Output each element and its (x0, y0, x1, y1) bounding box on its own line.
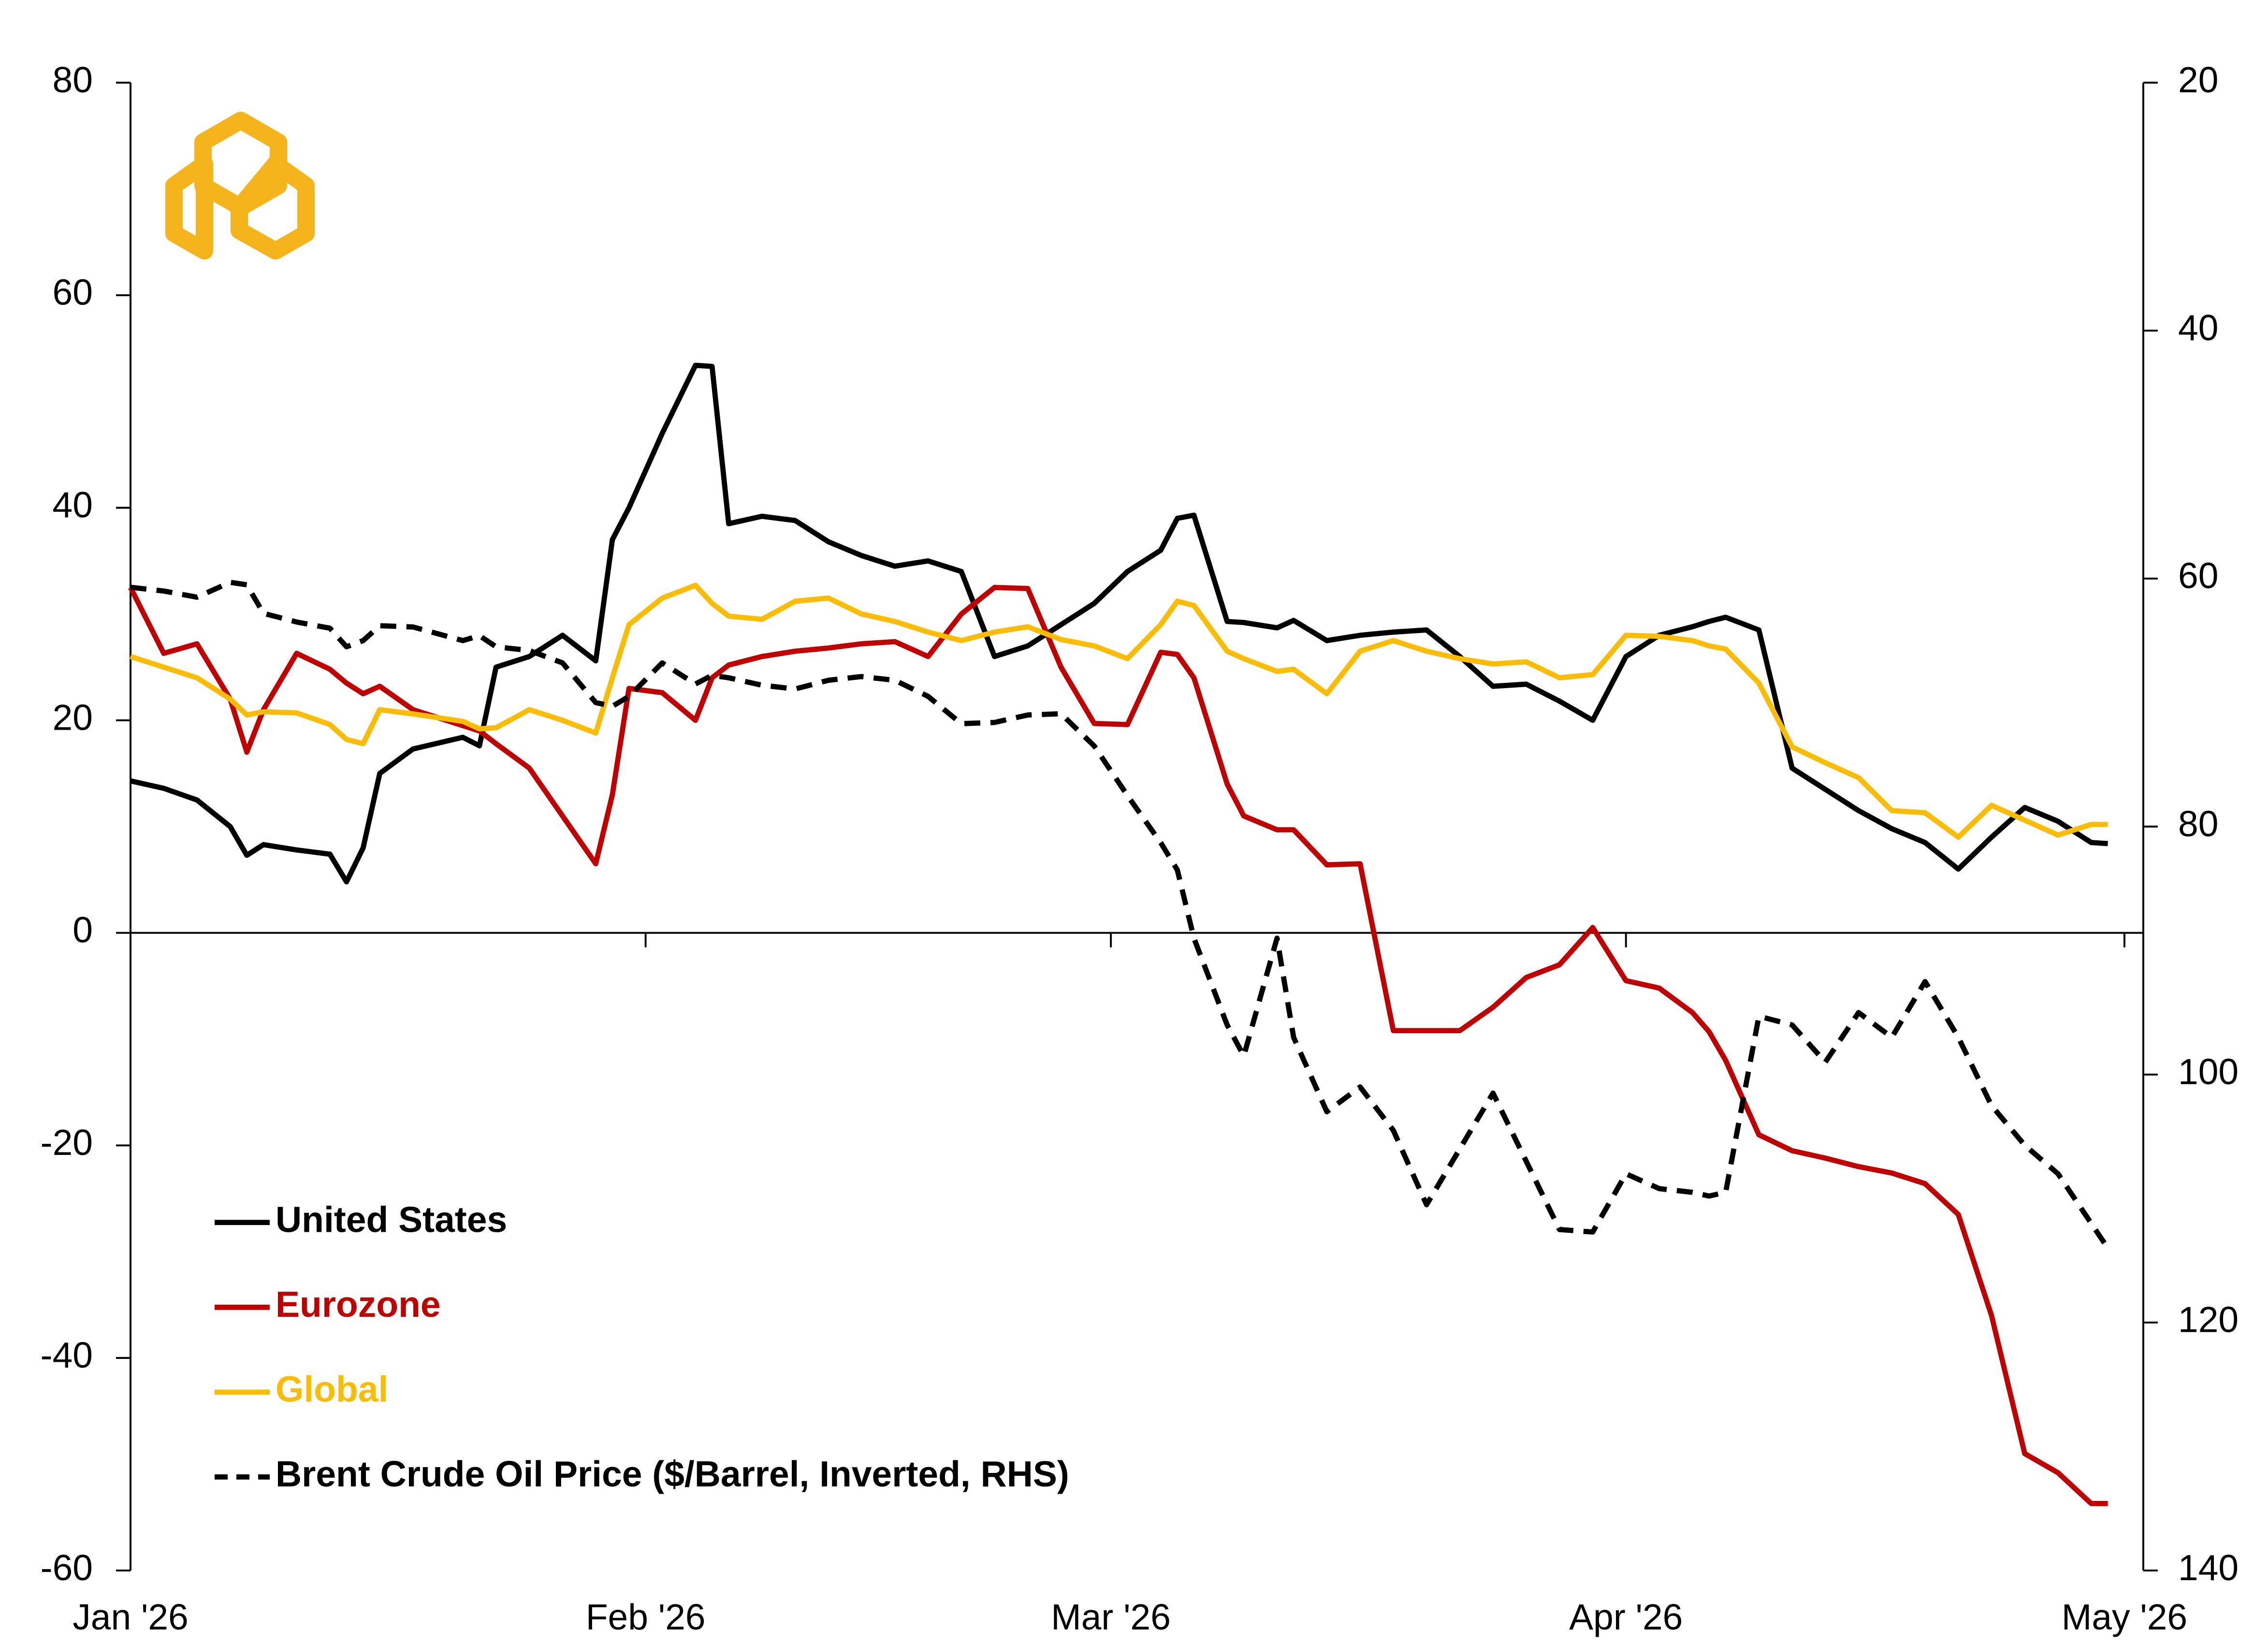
y2-tick-label: 60 (2178, 555, 2218, 596)
x-tick-label: Feb '26 (586, 1597, 706, 1637)
y2-tick-label: 100 (2178, 1051, 2239, 1092)
y2-tick-label: 80 (2178, 803, 2218, 844)
series-line (130, 582, 2108, 840)
legend-label: Brent Crude Oil Price ($/Barrel, Inverte… (276, 1454, 1069, 1494)
legend-label: Global (276, 1369, 388, 1410)
y-tick-label: 80 (53, 59, 93, 100)
y-tick-label: 60 (53, 272, 93, 313)
y2-tick-label: 40 (2178, 307, 2218, 348)
y-tick-label: 0 (73, 909, 93, 950)
y2-tick-label: 140 (2178, 1547, 2239, 1588)
legend-label: United States (276, 1199, 507, 1240)
y-tick-label: 40 (53, 485, 93, 525)
y2-tick-label: 120 (2178, 1299, 2239, 1340)
y-tick-label: -20 (41, 1122, 93, 1163)
x-tick-label: Mar '26 (1051, 1597, 1171, 1637)
y-tick-label: -60 (41, 1547, 93, 1588)
x-tick-label: Jan '26 (73, 1597, 188, 1637)
x-tick-label: May '26 (2062, 1597, 2187, 1637)
legend-label: Eurozone (276, 1284, 441, 1325)
logo (165, 112, 315, 260)
series-line (130, 362, 2108, 885)
x-tick-label: Apr '26 (1569, 1597, 1683, 1637)
y2-tick-label: 20 (2178, 59, 2218, 100)
y-tick-label: -40 (41, 1335, 93, 1375)
y-tick-label: 20 (53, 697, 93, 737)
legend: United States Eurozone Global Brent Crude O… (215, 1199, 1069, 1494)
series-line (130, 579, 2110, 1250)
